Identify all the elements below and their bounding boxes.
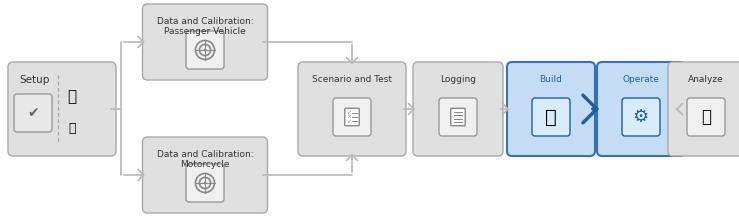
FancyBboxPatch shape: [186, 31, 224, 69]
FancyBboxPatch shape: [622, 98, 660, 136]
Text: Setup: Setup: [19, 75, 50, 85]
Text: 🔧: 🔧: [545, 107, 557, 127]
Text: Operate: Operate: [622, 75, 659, 84]
FancyBboxPatch shape: [668, 62, 739, 156]
FancyBboxPatch shape: [143, 4, 268, 80]
Text: ×: ×: [347, 115, 352, 120]
Text: 🚗: 🚗: [67, 89, 77, 105]
Text: 🔍: 🔍: [701, 108, 711, 126]
Text: Passenger Vehicle: Passenger Vehicle: [164, 27, 246, 36]
FancyBboxPatch shape: [451, 108, 466, 126]
FancyBboxPatch shape: [532, 98, 570, 136]
FancyBboxPatch shape: [186, 164, 224, 202]
Circle shape: [204, 182, 206, 184]
Text: ⚙: ⚙: [632, 108, 648, 126]
FancyBboxPatch shape: [298, 62, 406, 156]
Text: Logging: Logging: [440, 75, 476, 84]
Text: Data and Calibration:: Data and Calibration:: [157, 17, 253, 26]
FancyBboxPatch shape: [439, 98, 477, 136]
Text: 🏍: 🏍: [68, 123, 76, 135]
FancyBboxPatch shape: [14, 94, 52, 132]
FancyBboxPatch shape: [333, 98, 371, 136]
Circle shape: [204, 49, 206, 51]
Text: Scenario and Test: Scenario and Test: [312, 75, 392, 84]
FancyBboxPatch shape: [507, 62, 595, 156]
FancyBboxPatch shape: [687, 98, 725, 136]
Text: Build: Build: [539, 75, 562, 84]
FancyBboxPatch shape: [143, 137, 268, 213]
FancyBboxPatch shape: [413, 62, 503, 156]
FancyBboxPatch shape: [345, 108, 359, 126]
Text: ✓: ✓: [347, 110, 352, 115]
Text: ✓: ✓: [347, 119, 352, 124]
FancyBboxPatch shape: [8, 62, 116, 156]
Text: Data and Calibration:: Data and Calibration:: [157, 150, 253, 159]
FancyBboxPatch shape: [597, 62, 685, 156]
Text: ✔: ✔: [27, 106, 39, 120]
Text: Motorcycle: Motorcycle: [180, 160, 230, 169]
Text: Analyze: Analyze: [688, 75, 724, 84]
